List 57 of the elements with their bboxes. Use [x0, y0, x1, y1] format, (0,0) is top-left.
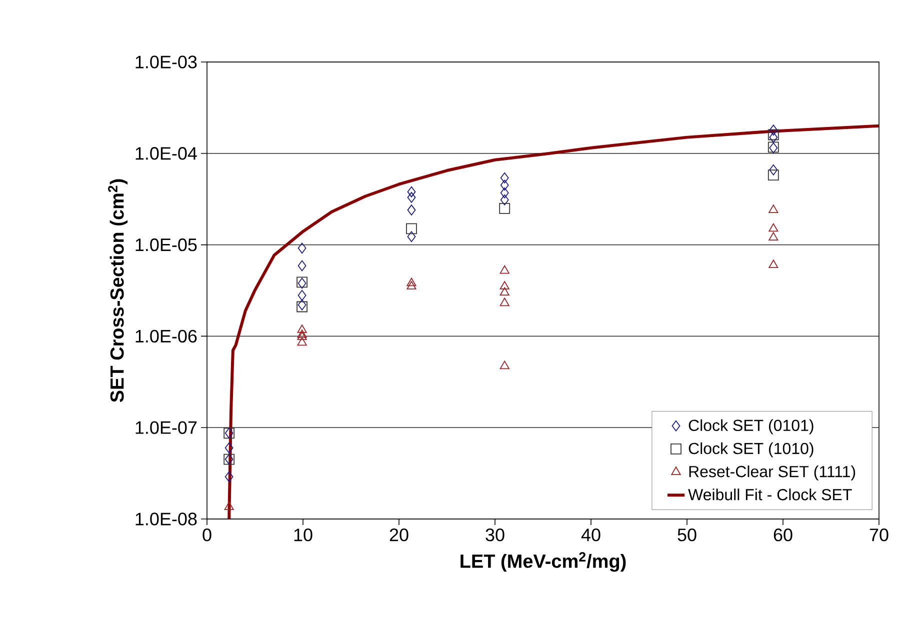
x-tick-label: 40: [581, 528, 600, 542]
point: [500, 172, 509, 184]
point: [500, 360, 510, 370]
line-series: [228, 124, 880, 521]
point: [297, 330, 307, 338]
point: [500, 265, 510, 274]
x-tick-label: 30: [486, 528, 504, 542]
point: [500, 281, 510, 290]
point: [768, 223, 778, 232]
point: [298, 260, 306, 272]
point: [298, 242, 306, 254]
y-tick-label: 1.0E-06: [136, 330, 197, 343]
point: [769, 124, 778, 136]
y-tick-label: 1.0E-05: [136, 238, 197, 252]
y-tick-label: 1.0E-08: [136, 512, 197, 526]
point: [406, 278, 416, 286]
y-axis-title: SET Cross-Section (cm$^{2}$): [108, 179, 128, 402]
y-tick-label: 1.0E-03: [136, 56, 197, 68]
x-axis-title: LET (MeV-cm$^{2}$/mg): [460, 552, 626, 572]
point: [224, 471, 234, 482]
point: [407, 231, 416, 242]
point: [298, 290, 306, 301]
point: [768, 170, 779, 180]
point: [297, 337, 307, 346]
legend-label: Clock SET (0101): [688, 419, 814, 434]
x-tick-label: 0: [202, 528, 212, 542]
y-tick-label: 1.0E-04: [136, 147, 197, 160]
x-tick-label: 10: [294, 528, 312, 542]
point: [500, 180, 509, 191]
point: [500, 287, 510, 296]
y-tick-label: 1.0E-07: [136, 421, 197, 434]
legend-label: Weibull Fit - Clock SET: [688, 488, 852, 500]
point: [297, 324, 307, 333]
point: [499, 202, 510, 214]
x-tick-label: 20: [390, 528, 408, 542]
point: [500, 298, 510, 306]
point: [500, 187, 509, 198]
point: [768, 204, 778, 214]
point: [500, 194, 509, 206]
point: [224, 502, 234, 510]
point: [297, 332, 307, 340]
point: [407, 186, 416, 198]
legend-label: Clock SET (1010): [688, 442, 814, 458]
x-tick-label: 70: [870, 528, 888, 542]
point: [407, 204, 416, 216]
point: [769, 132, 778, 143]
point: [768, 232, 778, 241]
x-tick-label: 60: [774, 528, 792, 542]
point: [224, 442, 234, 454]
point: [768, 260, 778, 268]
point: [407, 192, 416, 203]
point: [406, 223, 417, 234]
legend-label: Reset-Clear SET (1111): [689, 465, 856, 480]
x-tick-label: 50: [678, 528, 696, 542]
point: [768, 129, 779, 140]
point: [769, 164, 778, 176]
point: [406, 281, 416, 290]
